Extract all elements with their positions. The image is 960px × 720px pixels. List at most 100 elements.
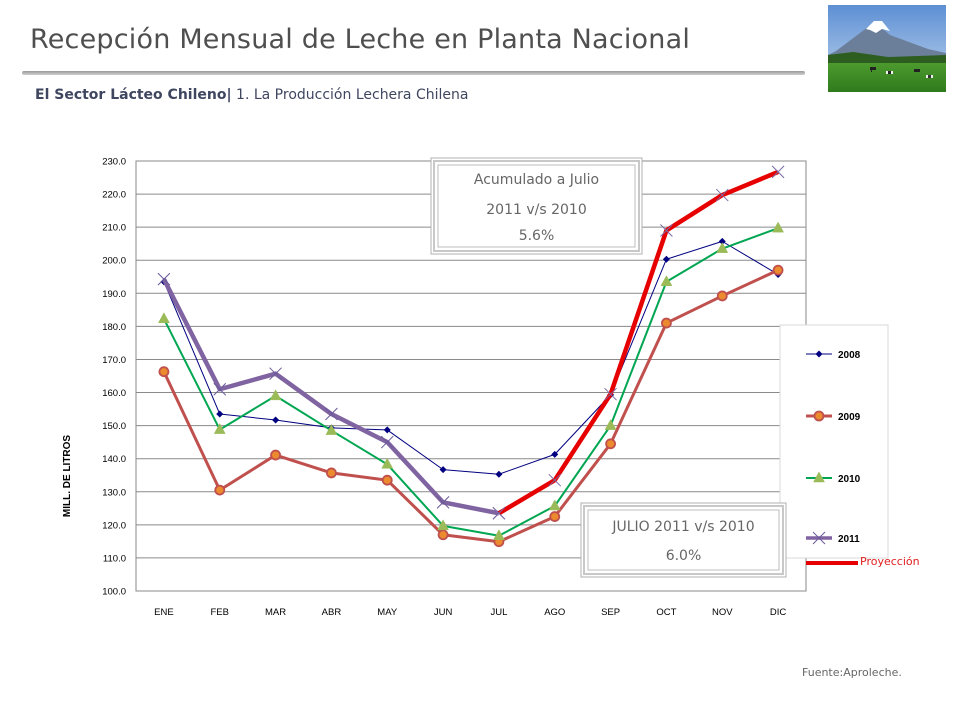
data-point <box>660 224 673 237</box>
x-tick-label: OCT <box>656 607 676 618</box>
y-tick-label: 200.0 <box>102 256 126 267</box>
y-tick-label: 130.0 <box>102 487 126 498</box>
legend-item-projection: Proyección <box>806 555 920 568</box>
series-2010 <box>157 221 785 541</box>
y-tick-label: 150.0 <box>102 421 126 432</box>
legend-label: 2011 <box>838 534 860 545</box>
legend-box <box>779 324 889 559</box>
annotation-text: Acumulado a Julio <box>474 172 599 188</box>
legend-label: 2009 <box>838 412 861 423</box>
data-point <box>381 474 393 486</box>
data-point <box>549 511 561 522</box>
y-tick-label: 220.0 <box>102 190 126 201</box>
data-point <box>157 272 171 286</box>
y-tick-label: 160.0 <box>102 388 126 399</box>
data-point <box>326 467 337 479</box>
x-tick-label: DIC <box>770 607 787 618</box>
x-tick-label: ENE <box>154 607 174 618</box>
data-point <box>813 471 825 483</box>
x-tick-label: SEP <box>601 607 620 618</box>
legend-label: 2010 <box>838 474 861 485</box>
data-point-stroke <box>157 272 171 286</box>
data-point <box>213 382 227 396</box>
x-tick-label: MAR <box>265 607 286 618</box>
data-point <box>380 435 394 449</box>
data-point <box>548 473 562 487</box>
data-point <box>272 416 280 424</box>
page-title: Recepción Mensual de Leche en Planta Nac… <box>30 24 691 55</box>
data-point <box>604 419 617 430</box>
data-point <box>660 275 673 286</box>
data-point-stroke <box>771 165 785 179</box>
y-tick-label: 180.0 <box>102 322 126 333</box>
data-point <box>662 255 670 263</box>
data-point <box>325 424 338 435</box>
x-tick-label: JUL <box>490 607 507 618</box>
y-tick-label: 100.0 <box>102 587 126 598</box>
data-point-stroke <box>812 531 826 545</box>
data-point-stroke <box>492 506 506 520</box>
data-point <box>551 450 559 458</box>
data-point <box>718 237 726 245</box>
x-tick-label: AGO <box>544 607 565 618</box>
title-divider <box>22 71 805 75</box>
data-point <box>437 529 449 541</box>
legend-label: 2008 <box>838 350 861 361</box>
data-point <box>269 389 282 401</box>
data-point <box>604 387 617 401</box>
series-line <box>497 169 779 516</box>
annotation-text: 6.0% <box>666 548 702 564</box>
volcano-landscape-photo <box>828 5 946 92</box>
x-tick-label: MAY <box>377 607 398 618</box>
y-tick-label: 140.0 <box>102 454 126 465</box>
data-point-stroke <box>548 473 562 487</box>
y-tick-label: 210.0 <box>102 223 126 234</box>
data-point-stroke <box>380 435 394 449</box>
data-point-stroke <box>715 188 729 202</box>
data-point <box>661 317 672 329</box>
legend-item: 2008 <box>806 350 861 361</box>
y-tick-label: 190.0 <box>102 289 126 300</box>
annotation-frame <box>433 160 640 252</box>
y-tick-label: 110.0 <box>103 553 126 564</box>
section-subtitle: El Sector Lácteo Chileno| 1. La Producci… <box>35 87 468 103</box>
data-point <box>492 506 506 520</box>
x-tick-label: FEB <box>211 607 229 618</box>
data-point <box>325 407 338 421</box>
data-point <box>157 312 170 324</box>
data-point <box>771 165 785 179</box>
annotation-july: JULIO 2011 v/s 2010 6.0% <box>580 502 787 578</box>
data-point <box>772 264 784 276</box>
y-tick-label: 230.0 <box>102 157 126 168</box>
data-point <box>270 449 281 461</box>
legend: 2008 2009 2010 2011 <box>779 324 889 559</box>
annotation-text: 2011 v/s 2010 <box>486 202 586 218</box>
annotation-frame <box>587 509 780 571</box>
data-point <box>812 531 826 545</box>
subtitle-rest: 1. La Producción Lechera Chilena <box>231 87 469 103</box>
data-point <box>815 350 823 358</box>
annotation-text: 5.6% <box>519 228 555 244</box>
x-tick-label: JUN <box>434 607 453 618</box>
data-point <box>492 529 505 541</box>
data-point <box>495 470 503 478</box>
series-line <box>163 240 779 475</box>
series-line <box>163 227 779 537</box>
data-point <box>437 519 450 531</box>
data-point <box>213 423 226 434</box>
legend-item: 2010 <box>806 471 861 485</box>
series-line <box>162 268 779 544</box>
annotation-text: JULIO 2011 v/s 2010 <box>611 519 754 535</box>
data-point <box>813 410 825 422</box>
data-point <box>383 426 391 434</box>
x-tick-label: NOV <box>712 607 733 618</box>
data-point-stroke <box>604 387 617 401</box>
data-point <box>216 410 224 418</box>
data-point <box>715 188 729 202</box>
data-point <box>772 221 785 233</box>
data-point <box>381 457 394 469</box>
data-point <box>158 366 170 378</box>
y-axis-title: MILL. DE LITROS <box>62 435 73 518</box>
data-point <box>548 499 561 511</box>
